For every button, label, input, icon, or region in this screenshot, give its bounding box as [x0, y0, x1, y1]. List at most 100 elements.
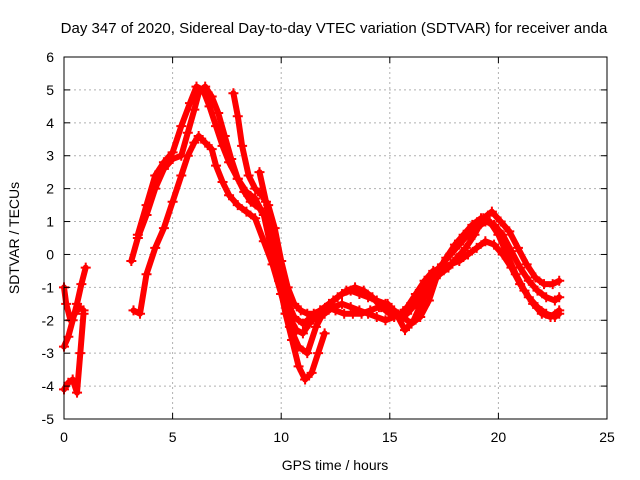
data-point-marker: [80, 262, 91, 273]
data-point-marker: [63, 331, 74, 342]
y-tick-label: -3: [42, 345, 55, 361]
data-point-marker: [452, 252, 463, 263]
data-point-marker: [287, 335, 298, 346]
data-point-marker: [232, 200, 243, 211]
data-point-marker: [241, 206, 252, 217]
data-point-marker: [495, 216, 506, 227]
data-point-marker: [539, 279, 550, 290]
data-point-marker: [289, 298, 300, 309]
data-point-marker: [243, 170, 254, 181]
x-tick-label: 25: [599, 429, 615, 445]
data-point-marker: [126, 256, 137, 267]
data-point-marker: [78, 308, 89, 319]
data-point-marker: [232, 173, 243, 184]
data-point-marker: [300, 374, 311, 385]
data-point-marker: [541, 292, 552, 303]
data-point-marker: [532, 285, 543, 296]
data-point-marker: [76, 279, 87, 290]
data-point-marker: [445, 249, 456, 260]
data-point-marker: [184, 98, 195, 109]
data-point-marker: [371, 311, 382, 322]
data-point-marker: [254, 203, 265, 214]
chart-title: Day 347 of 2020, Sidereal Day-to-day VTE…: [61, 20, 608, 37]
data-point-marker: [480, 236, 491, 247]
data-point-marker: [158, 223, 169, 234]
data-point-marker: [297, 318, 308, 329]
data-point-marker: [167, 196, 178, 207]
data-point-marker: [443, 262, 454, 273]
data-point-marker: [267, 236, 278, 247]
data-point-marker: [554, 305, 565, 316]
y-tick-label: -1: [42, 279, 55, 295]
data-point-marker: [67, 374, 78, 385]
data-point-marker: [512, 242, 523, 253]
data-point-marker: [254, 167, 265, 178]
y-tick-label: -4: [42, 378, 55, 394]
data-point-marker: [345, 302, 356, 313]
data-point-marker: [189, 137, 200, 148]
data-point-marker: [141, 200, 152, 211]
data-point-marker: [306, 367, 317, 378]
data-point-marker: [358, 285, 369, 296]
data-point-marker: [211, 121, 222, 132]
data-point-marker: [515, 262, 526, 273]
data-point-marker: [489, 219, 500, 230]
data-point-marker: [523, 275, 534, 286]
data-point-marker: [530, 272, 541, 283]
data-point-marker: [547, 279, 558, 290]
data-point-marker: [200, 137, 211, 148]
y-tick-label: 6: [46, 49, 54, 65]
axis-ticks: 0 5 10 15 20 25 -5 -4 -3 -2 -1 0 1 2 3 4 5 6: [42, 49, 615, 445]
x-axis-label: GPS time / hours: [282, 457, 389, 473]
data-point-marker: [132, 229, 143, 240]
data-point-marker: [434, 269, 445, 280]
data-point-marker: [347, 308, 358, 319]
plot-frame: [63, 56, 608, 420]
data-point-marker: [426, 279, 437, 290]
data-point-marker: [350, 282, 361, 293]
data-point-marker: [365, 305, 376, 316]
data-point-marker: [462, 249, 473, 260]
data-point-marker: [356, 308, 367, 319]
x-tick-label: 20: [491, 429, 507, 445]
y-tick-label: 2: [46, 181, 54, 197]
data-point-marker: [471, 242, 482, 253]
data-point-marker: [239, 186, 250, 197]
data-point-marker: [469, 229, 480, 240]
data-point-marker: [391, 308, 402, 319]
series-track-f: [134, 83, 563, 327]
data-point-marker: [72, 387, 83, 398]
x-tick-label: 15: [382, 429, 398, 445]
data-point-marker: [528, 298, 539, 309]
data-point-marker: [282, 282, 293, 293]
data-point-marker: [198, 84, 209, 95]
data-point-marker: [497, 229, 508, 240]
data-point-marker: [408, 315, 419, 326]
data-point-marker: [150, 242, 161, 253]
y-tick-label: 4: [46, 115, 54, 131]
data-point-marker: [158, 157, 169, 168]
data-point-marker: [321, 302, 332, 313]
data-point-marker: [478, 213, 489, 224]
data-point-marker: [228, 88, 239, 99]
y-axis-label: SDTVAR / TECUs: [6, 182, 22, 294]
data-point-marker: [245, 196, 256, 207]
data-point-marker: [402, 308, 413, 319]
data-point-marker: [400, 325, 411, 336]
data-point-marker: [310, 321, 321, 332]
data-point-marker: [454, 239, 465, 250]
grid-lines: [64, 57, 607, 419]
data-point-marker: [260, 196, 271, 207]
data-point-marker: [191, 81, 202, 92]
x-tick-label: 10: [273, 429, 289, 445]
data-point-marker: [176, 121, 187, 132]
data-point-marker: [319, 328, 330, 339]
y-tick-label: -2: [42, 312, 55, 328]
data-point-marker: [250, 183, 261, 194]
y-tick-label: 0: [46, 246, 54, 262]
data-point-marker: [193, 130, 204, 141]
data-point-marker: [69, 308, 80, 319]
data-point-marker: [213, 107, 224, 118]
data-point-marker: [554, 292, 565, 303]
